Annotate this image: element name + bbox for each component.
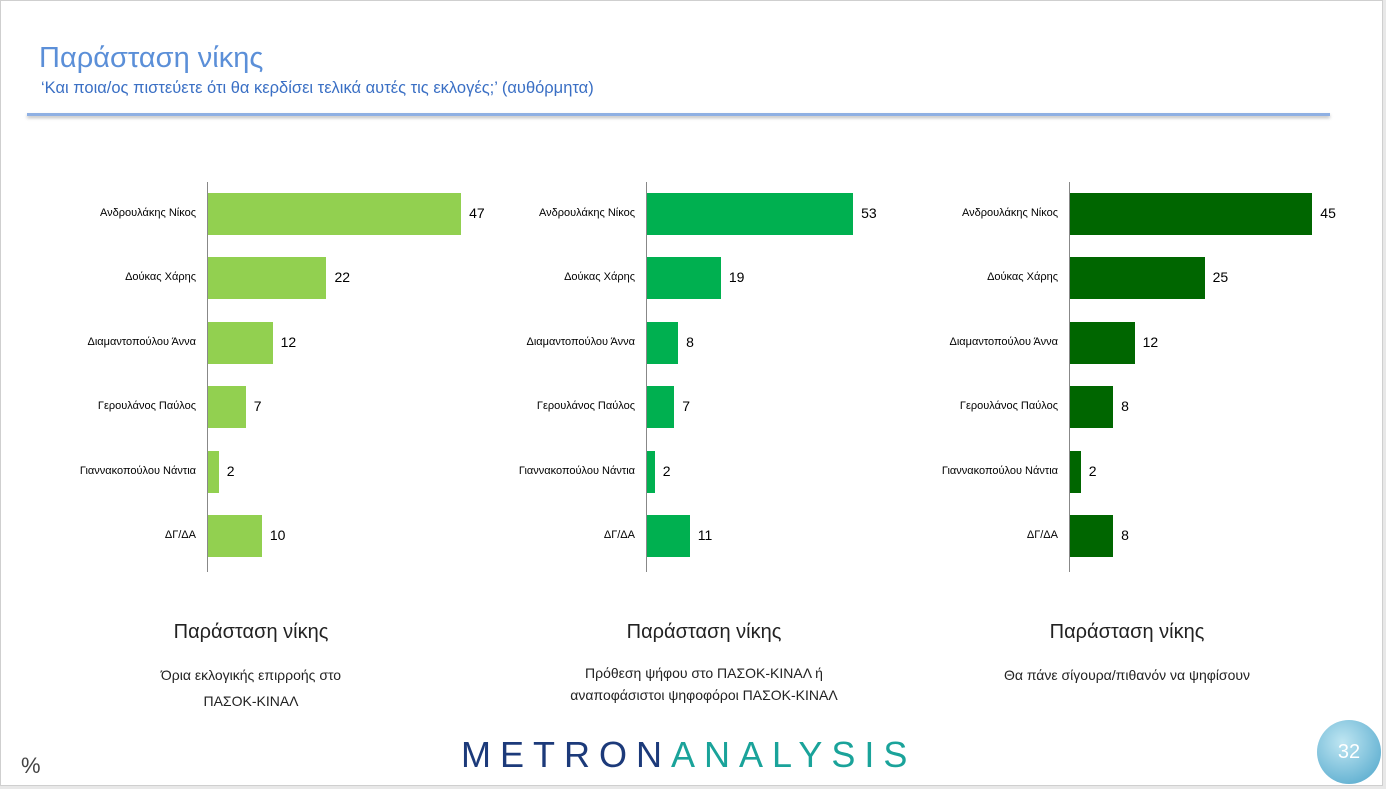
bar <box>1070 450 1081 493</box>
y-axis <box>207 182 208 572</box>
caption-title: Παράσταση νίκης <box>173 621 329 643</box>
bar <box>208 515 262 557</box>
page-subtitle: ‘Και ποια/ος πιστεύετε ότι θα κερδίσει τ… <box>41 79 594 97</box>
bar <box>208 386 246 429</box>
category-label: Διαμαντοπούλου Άννα <box>87 335 197 348</box>
bar <box>1070 257 1205 300</box>
bar <box>208 321 273 364</box>
caption-line: ΠΑΣΟΚ-ΚΙΝΑΛ <box>203 693 299 709</box>
data-label: 8 <box>1121 527 1129 543</box>
data-label: 2 <box>226 462 235 479</box>
data-label: 11 <box>697 527 713 543</box>
category-label: Γιαννακοπούλου Νάντια <box>941 464 1058 477</box>
data-label: 22 <box>334 269 351 286</box>
category-label: Γιαννακοπούλου Νάντια <box>79 464 196 477</box>
bar <box>1070 386 1114 429</box>
category-label: Γερουλάνος Παύλος <box>959 400 1058 413</box>
y-axis <box>646 182 647 572</box>
caption-line: Πρόθεση ψήφου στο ΠΑΣΟΚ-ΚΙΝΑΛ ή <box>585 665 823 681</box>
caption-vote-intention: Παράσταση νίκης Πρόθεση ψήφου στο ΠΑΣΟΚ-… <box>504 621 904 706</box>
metron-analysis-logo: METRONANALYSIS <box>461 734 916 776</box>
logo-part: METRON <box>461 734 671 775</box>
caption-line: αναποφάσιστοι ψηφοφόροι ΠΑΣΟΚ-ΚΙΝΑΛ <box>570 687 838 703</box>
bar <box>1070 321 1135 364</box>
chart-influence: Ανδρουλάκης Νίκος 47 Δούκας Χάρης 22 Διαμαντ… <box>1 182 485 572</box>
category-label: Δούκας Χάρης <box>564 271 635 284</box>
bar <box>647 386 675 429</box>
caption-line: Όρια εκλογικής επιρροής στο <box>160 667 342 683</box>
caption-influence: Παράσταση νίκης Όρια εκλογικής επιρροής … <box>51 621 451 714</box>
data-label: 7 <box>682 398 691 415</box>
data-label: 8 <box>1121 398 1129 415</box>
category-label: Δούκας Χάρης <box>987 271 1058 284</box>
bar <box>1070 193 1313 235</box>
y-axis <box>1069 182 1070 572</box>
data-label: 2 <box>1088 462 1097 479</box>
page-number: 32 <box>1317 720 1381 784</box>
chart-vote-intention: Ανδρουλάκης Νίκος 53 Δούκας Χάρης 19 Διαμαντ… <box>440 182 900 572</box>
category-label: Ανδρουλάκης Νίκος <box>100 207 196 219</box>
bar <box>208 193 462 235</box>
category-label: Γερουλάνος Παύλος <box>97 400 196 413</box>
bar <box>647 321 679 364</box>
category-label: ΔΓ/ΔΑ <box>603 529 635 541</box>
data-label: 25 <box>1212 269 1229 286</box>
category-label: Διαμαντοπούλου Άννα <box>526 335 636 348</box>
data-label: 12 <box>280 333 297 350</box>
logo-part: ANALYSIS <box>671 734 917 775</box>
caption-title: Παράσταση νίκης <box>1049 621 1205 643</box>
bar <box>647 193 854 235</box>
bar <box>1070 515 1114 557</box>
unit-label: % <box>21 753 41 778</box>
category-label: ΔΓ/ΔΑ <box>1026 529 1058 541</box>
category-label: Γιαννακοπούλου Νάντια <box>518 464 635 477</box>
bar <box>208 257 327 300</box>
data-label: 10 <box>269 527 286 543</box>
bar <box>208 450 219 493</box>
bar <box>647 515 690 557</box>
page-title: Παράσταση νίκης <box>39 42 264 74</box>
data-label: 19 <box>728 269 745 286</box>
bar <box>647 257 721 300</box>
category-label: ΔΓ/ΔΑ <box>164 529 196 541</box>
caption-title: Παράσταση νίκης <box>626 621 782 643</box>
title-divider <box>27 113 1330 116</box>
data-label: 7 <box>253 398 262 415</box>
data-label: 45 <box>1320 205 1336 221</box>
data-label: 8 <box>686 333 694 350</box>
chart-certain-voters: Ανδρουλάκης Νίκος 45 Δούκας Χάρης 25 Διαμαντ… <box>863 182 1336 572</box>
category-label: Γερουλάνος Παύλος <box>536 400 635 413</box>
bar <box>647 450 655 493</box>
category-label: Διαμαντοπούλου Άννα <box>949 335 1059 348</box>
category-label: Δούκας Χάρης <box>125 271 196 284</box>
data-label: 2 <box>662 462 671 479</box>
caption-line: Θα πάνε σίγουρα/πιθανόν να ψηφίσουν <box>1003 667 1251 683</box>
data-label: 47 <box>469 205 485 221</box>
data-label: 53 <box>861 205 877 221</box>
category-label: Ανδρουλάκης Νίκος <box>539 207 635 219</box>
data-label: 12 <box>1142 333 1159 350</box>
category-label: Ανδρουλάκης Νίκος <box>962 207 1058 219</box>
caption-certain-voters: Παράσταση νίκης Θα πάνε σίγουρα/πιθανόν … <box>927 621 1327 688</box>
